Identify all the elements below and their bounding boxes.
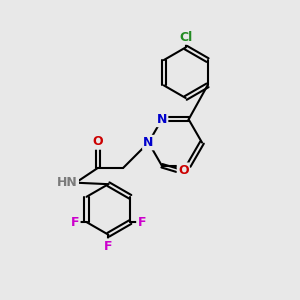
Text: N: N: [143, 136, 154, 149]
Text: Cl: Cl: [179, 31, 192, 44]
Text: N: N: [157, 113, 167, 126]
Text: F: F: [137, 216, 146, 229]
Text: O: O: [178, 164, 189, 177]
Text: F: F: [71, 216, 79, 229]
Text: F: F: [104, 240, 112, 253]
Text: O: O: [93, 136, 103, 148]
Text: HN: HN: [57, 176, 78, 189]
